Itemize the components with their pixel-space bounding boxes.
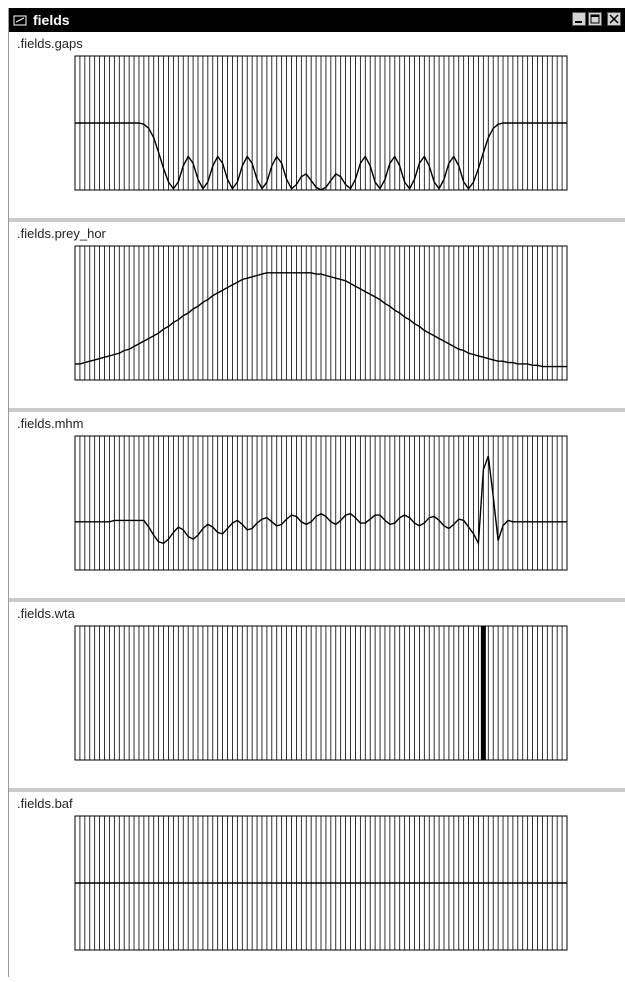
- close-button[interactable]: [607, 12, 621, 26]
- panel-divider[interactable]: [9, 598, 625, 602]
- data-bar: [480, 626, 486, 760]
- plot-gaps: [74, 55, 568, 191]
- panel-label: .fields.baf: [17, 796, 73, 811]
- minimize-button[interactable]: [572, 12, 586, 26]
- data-line: [75, 122, 567, 191]
- plot-baf: [74, 815, 568, 951]
- panel-label: .fields.gaps: [17, 36, 83, 51]
- data-line: [75, 272, 567, 368]
- panel-label: .fields.wta: [17, 606, 75, 621]
- minimize-icon: [575, 21, 582, 23]
- window-title: fields: [33, 12, 70, 28]
- plot-prey-hor: [74, 245, 568, 381]
- close-icon: [609, 14, 619, 24]
- plot-wta: [74, 625, 568, 761]
- panel-divider[interactable]: [9, 408, 625, 412]
- maximize-button[interactable]: [588, 12, 602, 26]
- data-line: [75, 455, 567, 546]
- panel-mhm: .fields.mhm: [9, 412, 625, 602]
- title-bar[interactable]: fields: [9, 8, 625, 32]
- panel-label: .fields.prey_hor: [17, 226, 106, 241]
- panel-divider[interactable]: [9, 218, 625, 222]
- window-icon: [13, 15, 27, 26]
- panel-gaps: .fields.gaps: [9, 32, 625, 222]
- panel-divider[interactable]: [9, 788, 625, 792]
- panel-wta: .fields.wta: [9, 602, 625, 792]
- panel-baf: .fields.baf: [9, 792, 625, 982]
- panel-prey-hor: .fields.prey_hor: [9, 222, 625, 412]
- panel-label: .fields.mhm: [17, 416, 84, 431]
- fields-window: fields .fields.gaps .fields.prey_hor: [8, 8, 625, 977]
- plot-mhm: [74, 435, 568, 571]
- maximize-icon: [590, 14, 600, 24]
